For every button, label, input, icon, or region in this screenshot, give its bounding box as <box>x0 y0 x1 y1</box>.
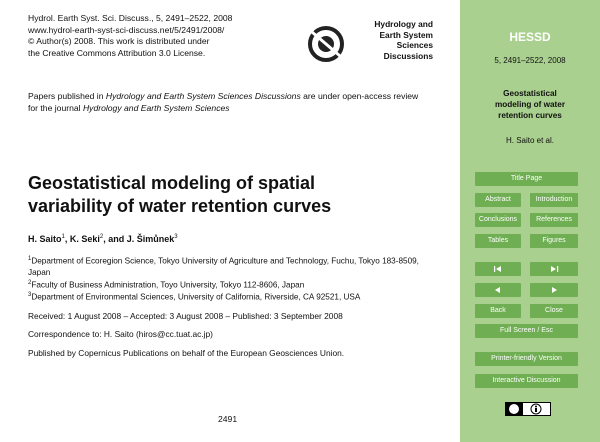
sidebar-authors: H. Saito et al. <box>505 136 555 145</box>
notice-text: are under open-access review for the jou… <box>28 91 419 113</box>
notice-journal: Hydrology and Earth System Sciences Disc… <box>105 91 301 101</box>
affiliation: 1Department of Ecoregion Science, Tokyo … <box>28 254 438 278</box>
button[interactable]: Interactive Discussion <box>475 374 578 388</box>
button[interactable]: Introduction <box>530 193 578 207</box>
affiliation: 3Department of Environmental Sciences, U… <box>28 290 438 303</box>
button[interactable]: References <box>530 213 578 227</box>
button[interactable]: Full Screen / Esc <box>475 324 578 338</box>
logo-text: Hydrology and Earth System Sciences Disc… <box>340 19 433 61</box>
aff-number: 3 <box>28 292 32 299</box>
first-button[interactable] <box>475 262 521 276</box>
title: Geostatistical modeling of spatial varia… <box>28 173 332 216</box>
aff-number: 1 <box>28 256 32 262</box>
citation-line: the Creative Commons Attribution 3.0 Lic… <box>28 47 206 58</box>
button[interactable]: Close <box>530 304 578 318</box>
logo-line: Hydrology and <box>374 19 433 29</box>
author: , K. Seki <box>64 234 100 244</box>
cc-icon <box>505 402 551 416</box>
button[interactable]: Tables <box>475 234 521 248</box>
short-title: Geostatistical modeling of water retenti… <box>494 89 566 120</box>
button[interactable]: Back <box>475 304 521 318</box>
affiliation: 2Faculty of Business Administration, Toy… <box>28 278 438 291</box>
authors: H. Saito1, K. Seki2, and J. Šimůnek3 <box>28 234 178 244</box>
author-sup: 2 <box>99 234 104 240</box>
citation-line: © Author(s) 2008. This work is distribut… <box>28 36 210 46</box>
citation: Hydrol. Earth Syst. Sci. Discuss., 5, 24… <box>28 13 232 59</box>
page-number: 2491 <box>218 414 238 424</box>
button[interactable]: Conclusions <box>475 213 521 227</box>
logo-line: Earth System <box>379 29 433 40</box>
button[interactable]: Abstract <box>475 193 521 207</box>
prev-button[interactable] <box>475 283 521 297</box>
next-button[interactable] <box>530 283 578 297</box>
last-button[interactable] <box>530 262 578 276</box>
sidebar-citation: 5, 2491–2522, 2008 <box>494 56 566 65</box>
button[interactable]: Figures <box>530 234 578 248</box>
sidebar: HESSD 5, 2491–2522, 2008 Geostatistical … <box>460 0 600 442</box>
aff-text: Department of Environmental Sciences, Un… <box>31 293 361 303</box>
citation-line: Hydrol. Earth Syst. Sci. Discuss., 5, 24… <box>28 13 233 23</box>
author: , and J. Šimůnek <box>103 234 175 244</box>
author-sup: 1 <box>61 234 65 240</box>
notice-journal: Hydrology and Earth System Sciences <box>82 102 230 113</box>
aff-number: 2 <box>28 279 32 286</box>
journal: HESSD <box>509 30 551 44</box>
citation-line: www.hydrol-earth-syst-sci-discuss.net/5/… <box>28 24 225 35</box>
logo-icon <box>308 26 344 62</box>
notice-text: Papers published in <box>28 91 106 101</box>
button[interactable]: Title Page <box>475 172 578 186</box>
notice: Papers published in Hydrology and Earth … <box>28 91 428 114</box>
aff-text: Department of Ecoregion Science, Tokyo U… <box>28 256 419 277</box>
publisher: Published by Copernicus Publications on … <box>28 348 345 358</box>
received: Received: 1 August 2008 – Accepted: 3 Au… <box>28 311 343 321</box>
logo-line: Sciences <box>396 40 433 50</box>
author: H. Saito <box>28 234 62 244</box>
affiliations: 1Department of Ecoregion Science, Tokyo … <box>28 254 438 303</box>
logo-line: Discussions <box>383 50 433 61</box>
correspondence: Correspondence to: H. Saito (hiros@cc.tu… <box>28 329 213 339</box>
aff-text: Faculty of Business Administration, Toyo… <box>31 280 305 290</box>
button[interactable]: Printer-friendly Version <box>475 352 578 366</box>
author-sup: 3 <box>174 234 178 240</box>
